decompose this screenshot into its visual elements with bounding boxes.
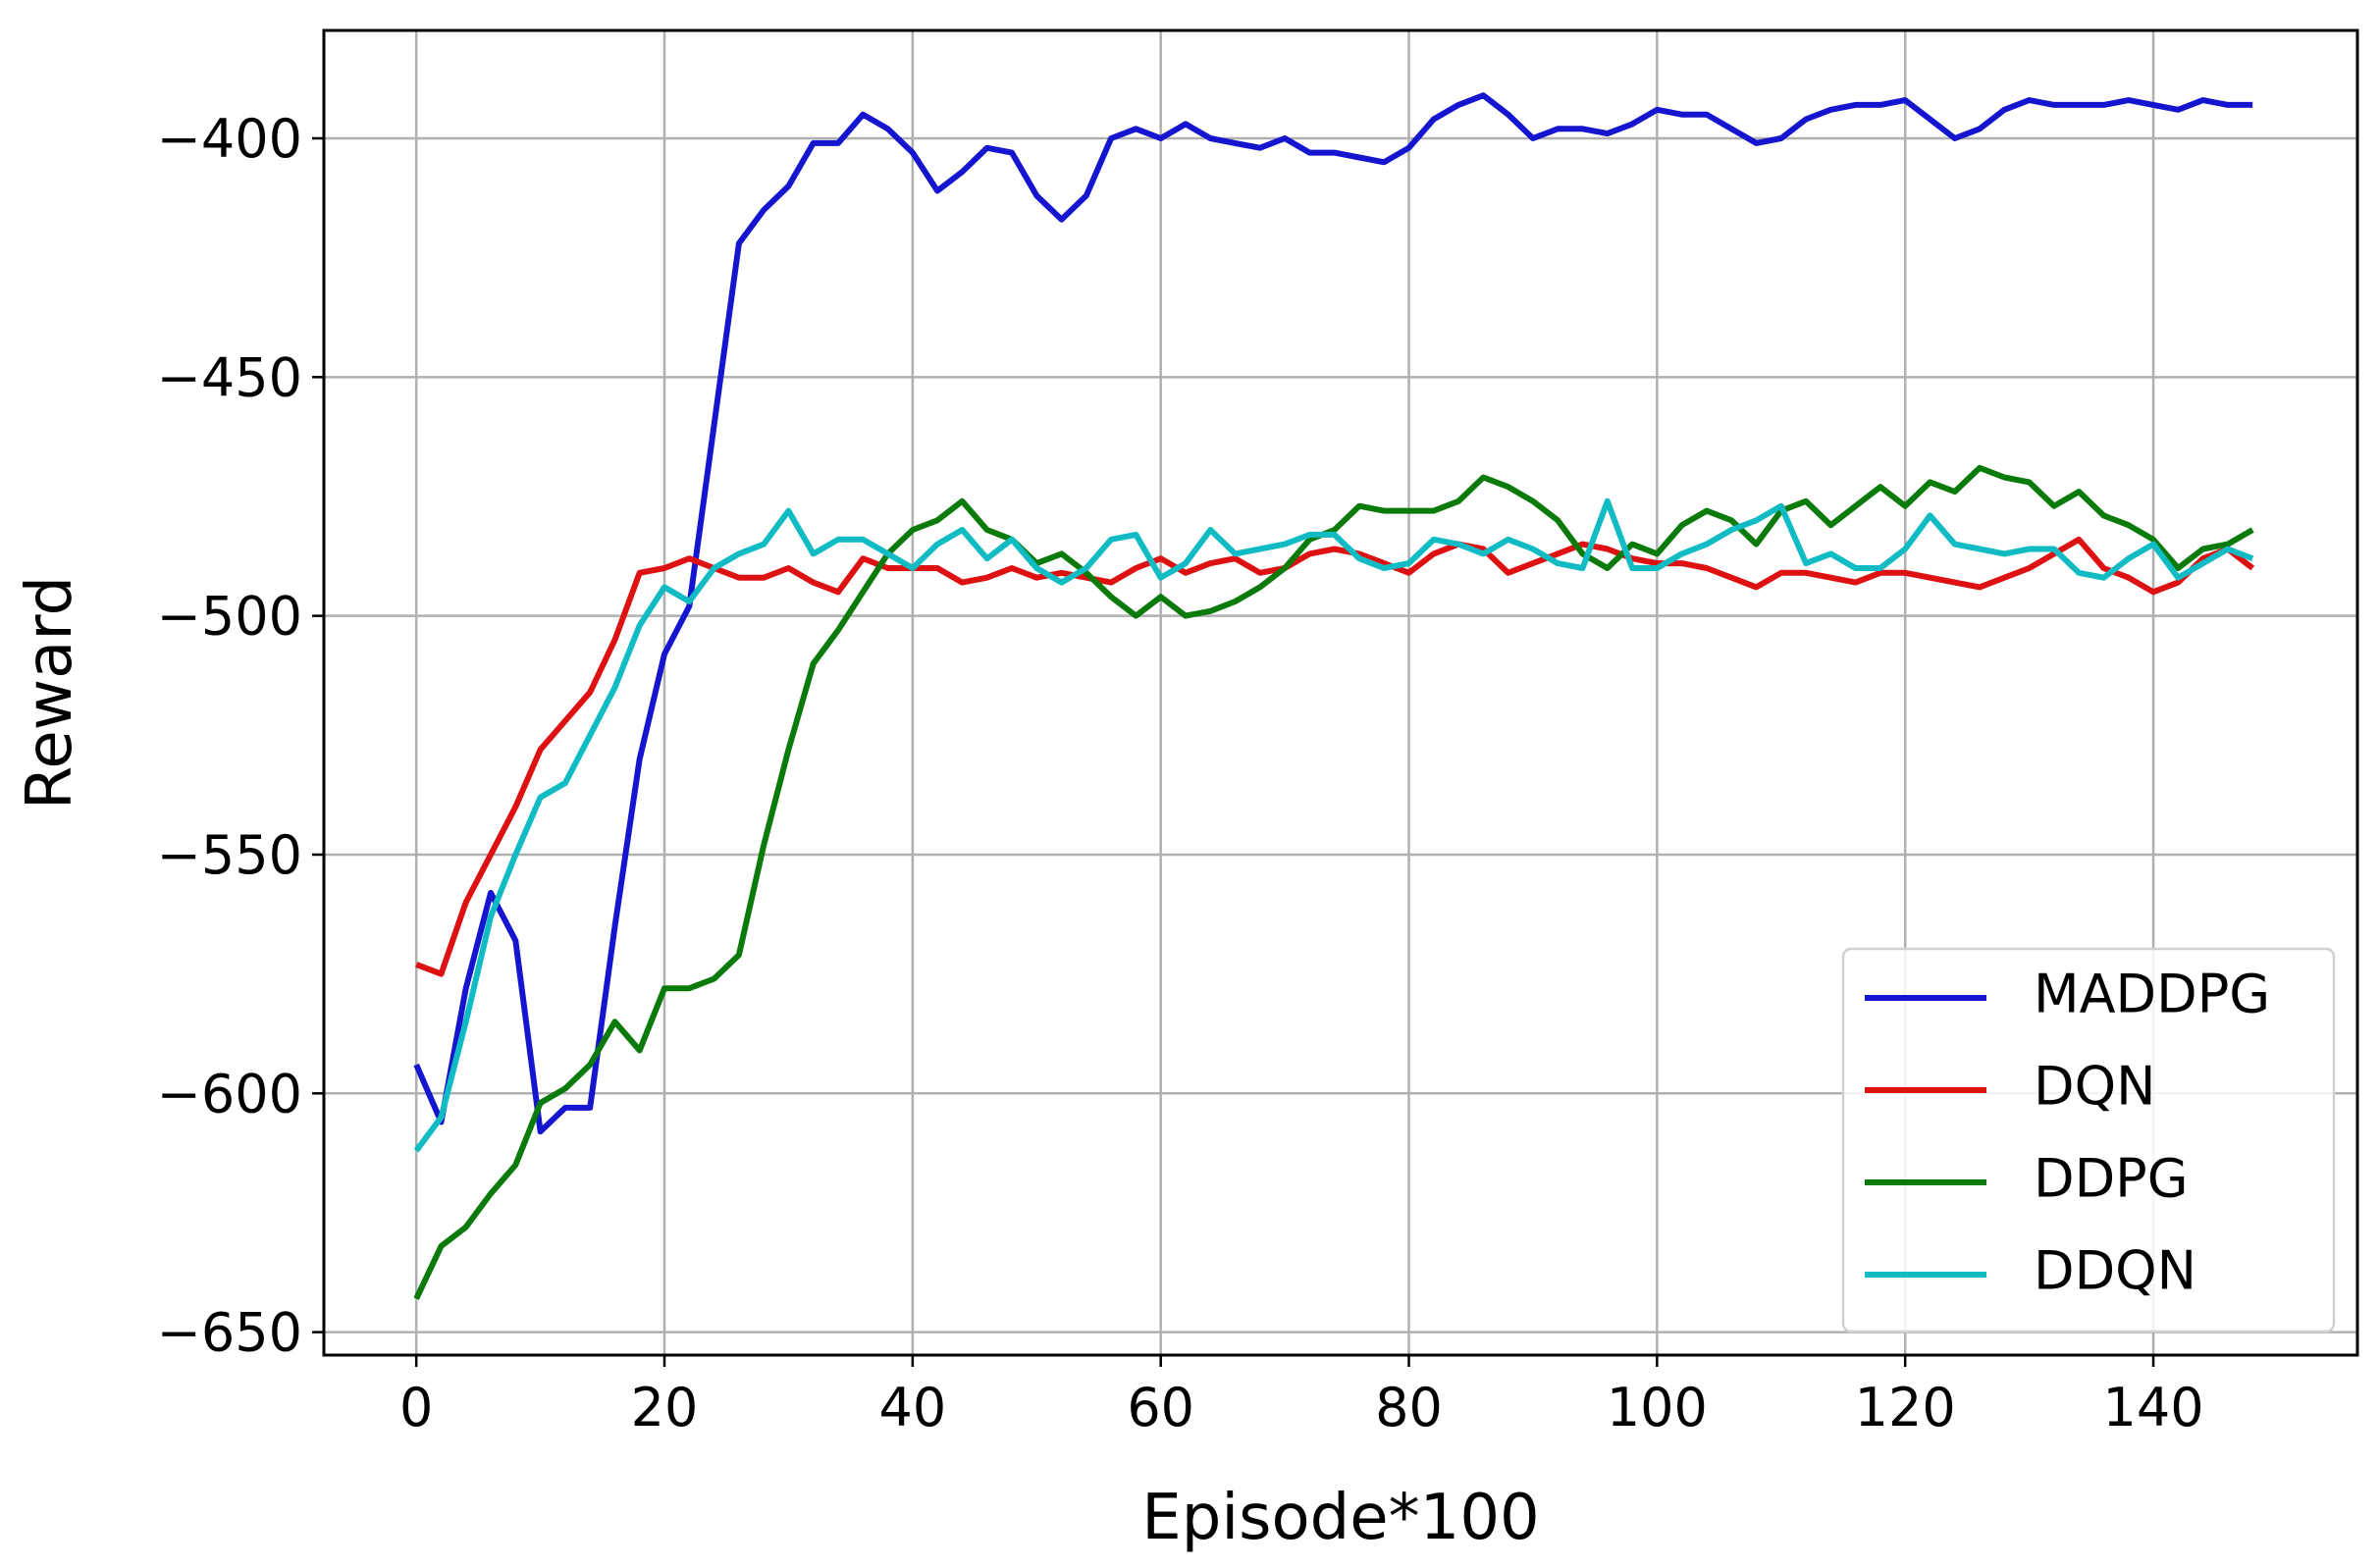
legend-label: DDQN (2034, 1240, 2196, 1302)
x-tick-label: 80 (1375, 1377, 1443, 1438)
x-tick-label: 60 (1127, 1377, 1194, 1438)
x-tick-label: 0 (399, 1377, 433, 1438)
x-tick-label: 100 (1607, 1377, 1708, 1438)
plot-frame (322, 28, 2359, 1357)
x-tick-label: 20 (631, 1377, 699, 1438)
y-tick-label: −650 (157, 1302, 302, 1364)
legend-label: MADDPG (2034, 964, 2270, 1025)
x-axis-label: Episode*100 (1141, 1482, 1540, 1554)
legend-box (1841, 947, 2336, 1333)
y-tick-label: −500 (157, 586, 302, 648)
y-tick-label: −450 (157, 346, 302, 408)
x-tick-label: 120 (1855, 1377, 1956, 1438)
series-line (415, 536, 2255, 977)
y-axis-label: Reward (14, 576, 86, 810)
legend-label: DQN (2034, 1056, 2155, 1118)
y-tick-label: −600 (157, 1063, 302, 1124)
x-tick-label: 140 (2103, 1377, 2204, 1438)
legend: MADDPG DQN DDPG DDQN (1841, 947, 2336, 1333)
y-tick-label: −550 (157, 824, 302, 886)
series-line (413, 92, 2253, 1135)
series-line (413, 497, 2254, 1153)
y-tick-label: −400 (157, 108, 302, 170)
series-line (413, 464, 2254, 1300)
x-tick-label: 40 (878, 1377, 946, 1438)
legend-label: DDPG (2034, 1148, 2189, 1210)
